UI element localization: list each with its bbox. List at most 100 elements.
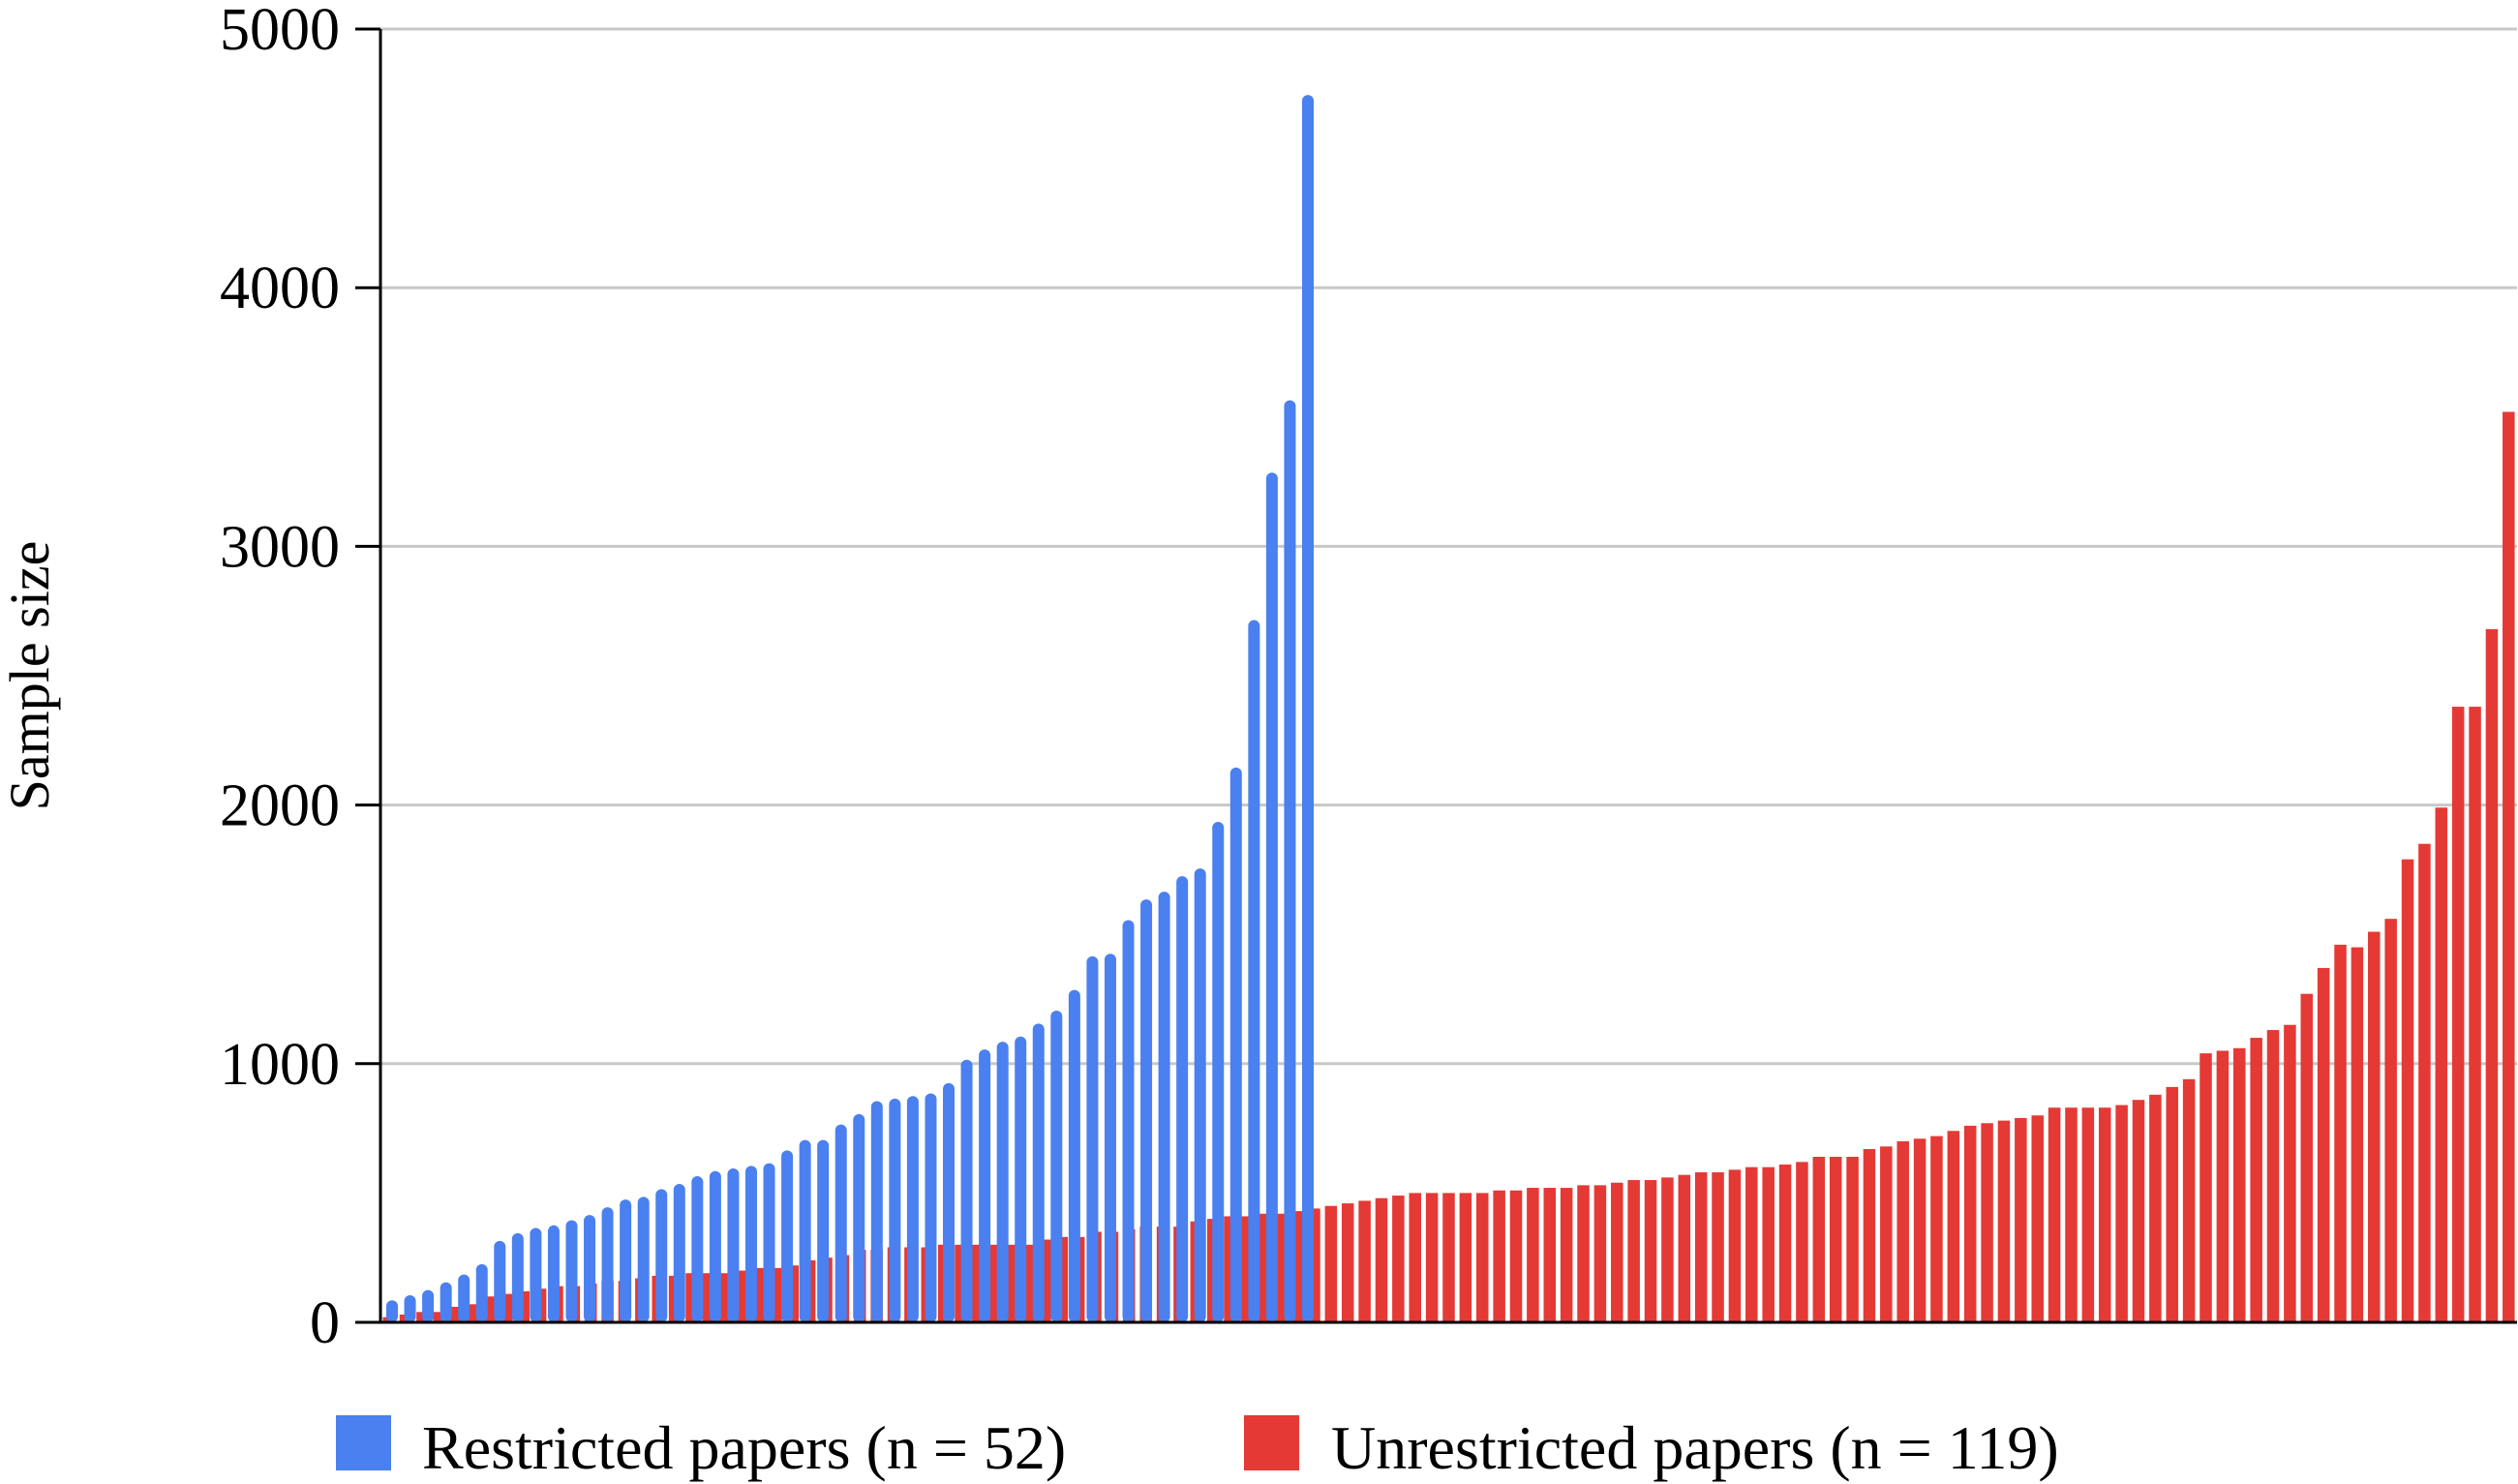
bar-restricted — [1015, 1036, 1027, 1322]
bar-restricted — [870, 1101, 883, 1322]
legend-label-unrestricted: Unrestricted papers (n = 119) — [1331, 1413, 2059, 1482]
bar-unrestricted — [1829, 1156, 1842, 1322]
bar-unrestricted — [2081, 1107, 2095, 1322]
bar-unrestricted — [2065, 1107, 2078, 1322]
bar-unrestricted — [1997, 1120, 2011, 1322]
bar-restricted — [1194, 868, 1206, 1322]
bar-unrestricted — [1913, 1138, 1926, 1322]
bar-unrestricted — [1409, 1193, 1421, 1322]
bar-restricted — [817, 1139, 830, 1322]
bar-unrestricted — [2284, 1024, 2296, 1322]
bar-restricted — [404, 1294, 416, 1322]
unrestricted-bars — [382, 411, 2515, 1323]
bar-restricted — [673, 1184, 685, 1322]
bar-unrestricted — [2435, 807, 2448, 1322]
bar-restricted — [1140, 899, 1153, 1322]
bar-restricted — [925, 1093, 937, 1322]
bar-unrestricted — [1358, 1200, 1371, 1322]
bar-unrestricted — [1880, 1146, 1893, 1322]
bar-unrestricted — [1611, 1182, 1623, 1322]
y-tick-label: 0 — [310, 1290, 340, 1356]
bar-unrestricted — [1846, 1156, 1859, 1322]
bar-restricted — [960, 1059, 973, 1322]
bar-unrestricted — [1324, 1205, 1338, 1322]
bar-unrestricted — [736, 1270, 748, 1322]
bar-restricted — [494, 1240, 506, 1322]
bar-unrestricted — [2401, 859, 2414, 1322]
bar-restricted — [565, 1220, 578, 1322]
bar-restricted — [1265, 472, 1278, 1322]
bar-unrestricted — [2015, 1117, 2027, 1322]
bar-restricted — [727, 1168, 740, 1322]
bar-restricted — [584, 1215, 596, 1322]
bar-unrestricted — [1896, 1140, 1909, 1322]
bar-unrestricted — [1644, 1180, 1657, 1322]
bar-unrestricted — [2334, 944, 2347, 1322]
bar-unrestricted — [1963, 1125, 1977, 1322]
bar-restricted — [834, 1124, 847, 1322]
y-axis-ticks: 0 1000 2000 3000 4000 5000 — [220, 0, 380, 1356]
bar-unrestricted — [1745, 1166, 1758, 1322]
bar-unrestricted — [2216, 1050, 2230, 1322]
bar-unrestricted — [1341, 1203, 1354, 1322]
bar-unrestricted — [1712, 1172, 1724, 1322]
bar-unrestricted — [1762, 1166, 1775, 1322]
bar-restricted — [943, 1082, 956, 1322]
bar-unrestricted — [1509, 1190, 1523, 1322]
bar-restricted — [440, 1282, 452, 1322]
bar-unrestricted — [2199, 1053, 2212, 1322]
bar-unrestricted — [1425, 1193, 1439, 1322]
bar-unrestricted — [2368, 931, 2381, 1322]
bar-unrestricted — [1459, 1193, 1472, 1322]
bar-restricted — [979, 1049, 991, 1322]
bar-unrestricted — [1661, 1177, 1674, 1322]
bar-restricted — [601, 1207, 614, 1322]
bar-unrestricted — [2250, 1038, 2262, 1322]
bar-restricted — [1068, 989, 1080, 1322]
restricted-bars — [386, 95, 1314, 1322]
bar-restricted — [1248, 620, 1260, 1322]
bar-restricted — [637, 1196, 650, 1322]
bar-unrestricted — [2182, 1078, 2196, 1322]
y-axis-title: Sample size — [0, 541, 61, 811]
bar-restricted — [996, 1042, 1009, 1322]
bar-restricted — [475, 1263, 488, 1322]
legend-swatch-restricted — [336, 1415, 391, 1470]
bar-restricted — [889, 1098, 901, 1322]
bar-unrestricted — [1678, 1174, 1691, 1322]
legend-swatch-unrestricted — [1244, 1415, 1299, 1470]
bar-unrestricted — [1527, 1188, 1539, 1322]
bar-unrestricted — [2149, 1094, 2162, 1322]
y-tick-label: 4000 — [220, 256, 340, 321]
bar-unrestricted — [1560, 1188, 1573, 1322]
bar-restricted — [1302, 95, 1314, 1322]
y-tick-label: 2000 — [220, 773, 340, 839]
bar-restricted — [620, 1199, 632, 1322]
bar-unrestricted — [1863, 1148, 1876, 1322]
bar-restricted — [1086, 955, 1099, 1322]
bar-unrestricted — [1476, 1193, 1489, 1322]
bar-restricted — [799, 1139, 811, 1322]
bar-unrestricted — [2451, 707, 2465, 1322]
bar-unrestricted — [433, 1312, 446, 1322]
bar-unrestricted — [1442, 1193, 1455, 1322]
bar-unrestricted — [2132, 1100, 2145, 1322]
bar-restricted — [781, 1150, 794, 1322]
bar-unrestricted — [2166, 1086, 2179, 1322]
bar-unrestricted — [2115, 1105, 2128, 1322]
bar-unrestricted — [1694, 1172, 1708, 1322]
bar-unrestricted — [1728, 1169, 1742, 1322]
bar-restricted — [386, 1300, 398, 1322]
bar-restricted — [511, 1232, 524, 1322]
bar-restricted — [1050, 1011, 1063, 1322]
bar-unrestricted — [2048, 1107, 2061, 1322]
bar-unrestricted — [467, 1304, 479, 1322]
bar-unrestricted — [1593, 1185, 1607, 1322]
bar-unrestricted — [1375, 1197, 1388, 1322]
bar-restricted — [530, 1227, 542, 1322]
bar-restricted — [655, 1189, 668, 1322]
bar-unrestricted — [1981, 1123, 1993, 1322]
bar-unrestricted — [1947, 1131, 1960, 1322]
bar-unrestricted — [1778, 1165, 1792, 1322]
